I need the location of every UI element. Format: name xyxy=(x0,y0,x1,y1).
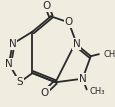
Text: S: S xyxy=(16,77,23,87)
Text: N: N xyxy=(78,74,86,84)
Text: CH₃: CH₃ xyxy=(103,50,115,59)
Text: N: N xyxy=(5,59,13,69)
Text: O: O xyxy=(40,88,48,97)
Text: CH₃: CH₃ xyxy=(88,87,104,96)
Text: O: O xyxy=(42,1,50,11)
Text: O: O xyxy=(64,17,72,27)
Text: N: N xyxy=(9,39,16,49)
Text: N: N xyxy=(72,39,80,49)
